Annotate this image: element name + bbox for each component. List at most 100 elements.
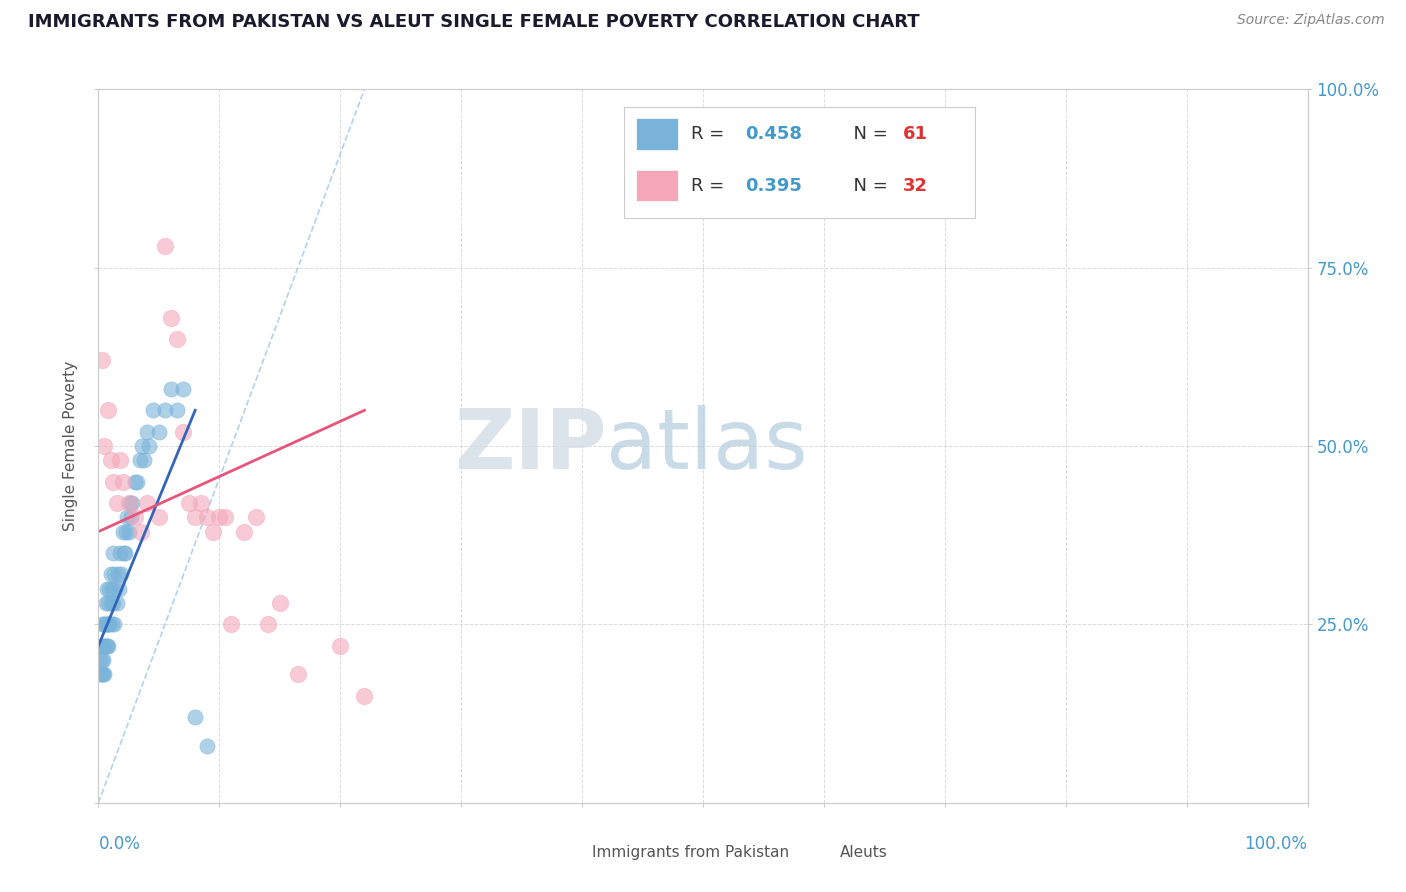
Point — [256, 617, 278, 632]
Point — [94, 596, 117, 610]
FancyBboxPatch shape — [637, 119, 678, 150]
Point — [115, 524, 138, 539]
Text: 0.395: 0.395 — [745, 177, 803, 194]
Point — [100, 617, 122, 632]
Point — [118, 524, 141, 539]
Point — [184, 710, 207, 724]
Y-axis label: Single Female Poverty: Single Female Poverty — [63, 361, 79, 531]
Point — [91, 667, 114, 681]
Point — [94, 639, 117, 653]
Point — [94, 617, 117, 632]
Point — [128, 453, 150, 467]
Point — [89, 653, 111, 667]
Text: R =: R = — [690, 177, 730, 194]
Text: N =: N = — [842, 177, 894, 194]
Text: Aleuts: Aleuts — [839, 846, 887, 860]
Point — [245, 510, 267, 524]
Point — [100, 567, 122, 582]
Point — [190, 496, 212, 510]
Point — [97, 403, 120, 417]
Point — [114, 546, 136, 560]
Point — [97, 596, 120, 610]
Point — [96, 617, 118, 632]
Point — [329, 639, 352, 653]
Point — [153, 239, 176, 253]
Point — [100, 453, 122, 467]
Point — [124, 475, 146, 489]
Text: ZIP: ZIP — [454, 406, 606, 486]
FancyBboxPatch shape — [624, 107, 976, 218]
Point — [103, 617, 125, 632]
Point — [184, 510, 207, 524]
Text: IMMIGRANTS FROM PAKISTAN VS ALEUT SINGLE FEMALE POVERTY CORRELATION CHART: IMMIGRANTS FROM PAKISTAN VS ALEUT SINGLE… — [28, 13, 920, 31]
Point — [97, 639, 120, 653]
Point — [96, 582, 118, 596]
Point — [110, 567, 132, 582]
Point — [148, 510, 170, 524]
Point — [160, 310, 183, 325]
Point — [93, 617, 115, 632]
Point — [108, 582, 131, 596]
Point — [208, 510, 231, 524]
Point — [129, 524, 152, 539]
Point — [108, 546, 131, 560]
Text: Immigrants from Pakistan: Immigrants from Pakistan — [592, 846, 789, 860]
Text: atlas: atlas — [606, 406, 808, 486]
Point — [166, 332, 188, 346]
Point — [269, 596, 291, 610]
Point — [91, 353, 114, 368]
Point — [101, 546, 124, 560]
Text: Source: ZipAtlas.com: Source: ZipAtlas.com — [1237, 13, 1385, 28]
Point — [107, 567, 129, 582]
Point — [195, 510, 218, 524]
Point — [96, 639, 118, 653]
Point — [179, 496, 201, 510]
FancyBboxPatch shape — [543, 847, 585, 871]
Point — [118, 496, 141, 510]
Point — [101, 475, 124, 489]
Point — [105, 596, 128, 610]
Point — [160, 382, 183, 396]
Point — [111, 475, 134, 489]
Point — [172, 382, 194, 396]
Point — [153, 403, 176, 417]
Point — [117, 510, 139, 524]
Text: 0.0%: 0.0% — [98, 835, 141, 853]
Point — [97, 617, 120, 632]
Text: 100.0%: 100.0% — [1244, 835, 1308, 853]
Point — [166, 403, 188, 417]
Point — [112, 546, 135, 560]
Point — [287, 667, 309, 681]
Point — [111, 524, 134, 539]
Point — [108, 453, 131, 467]
Point — [131, 439, 153, 453]
Point — [214, 510, 236, 524]
Point — [127, 475, 149, 489]
Text: 0.458: 0.458 — [745, 125, 803, 143]
Point — [138, 439, 160, 453]
Point — [93, 667, 115, 681]
Point — [100, 582, 122, 596]
Point — [91, 653, 114, 667]
Point — [121, 496, 143, 510]
Point — [135, 425, 157, 439]
Point — [148, 425, 170, 439]
Text: R =: R = — [690, 125, 730, 143]
Text: 32: 32 — [903, 177, 928, 194]
Point — [91, 653, 114, 667]
Point — [195, 739, 218, 753]
Point — [135, 496, 157, 510]
Point — [142, 403, 165, 417]
Point — [91, 667, 114, 681]
Point — [353, 689, 375, 703]
Point — [101, 596, 124, 610]
Point — [103, 567, 125, 582]
Point — [100, 596, 122, 610]
Point — [105, 496, 128, 510]
Point — [90, 667, 112, 681]
Point — [104, 582, 127, 596]
Text: 61: 61 — [903, 125, 928, 143]
FancyBboxPatch shape — [637, 169, 678, 202]
Point — [91, 639, 114, 653]
Point — [124, 510, 146, 524]
